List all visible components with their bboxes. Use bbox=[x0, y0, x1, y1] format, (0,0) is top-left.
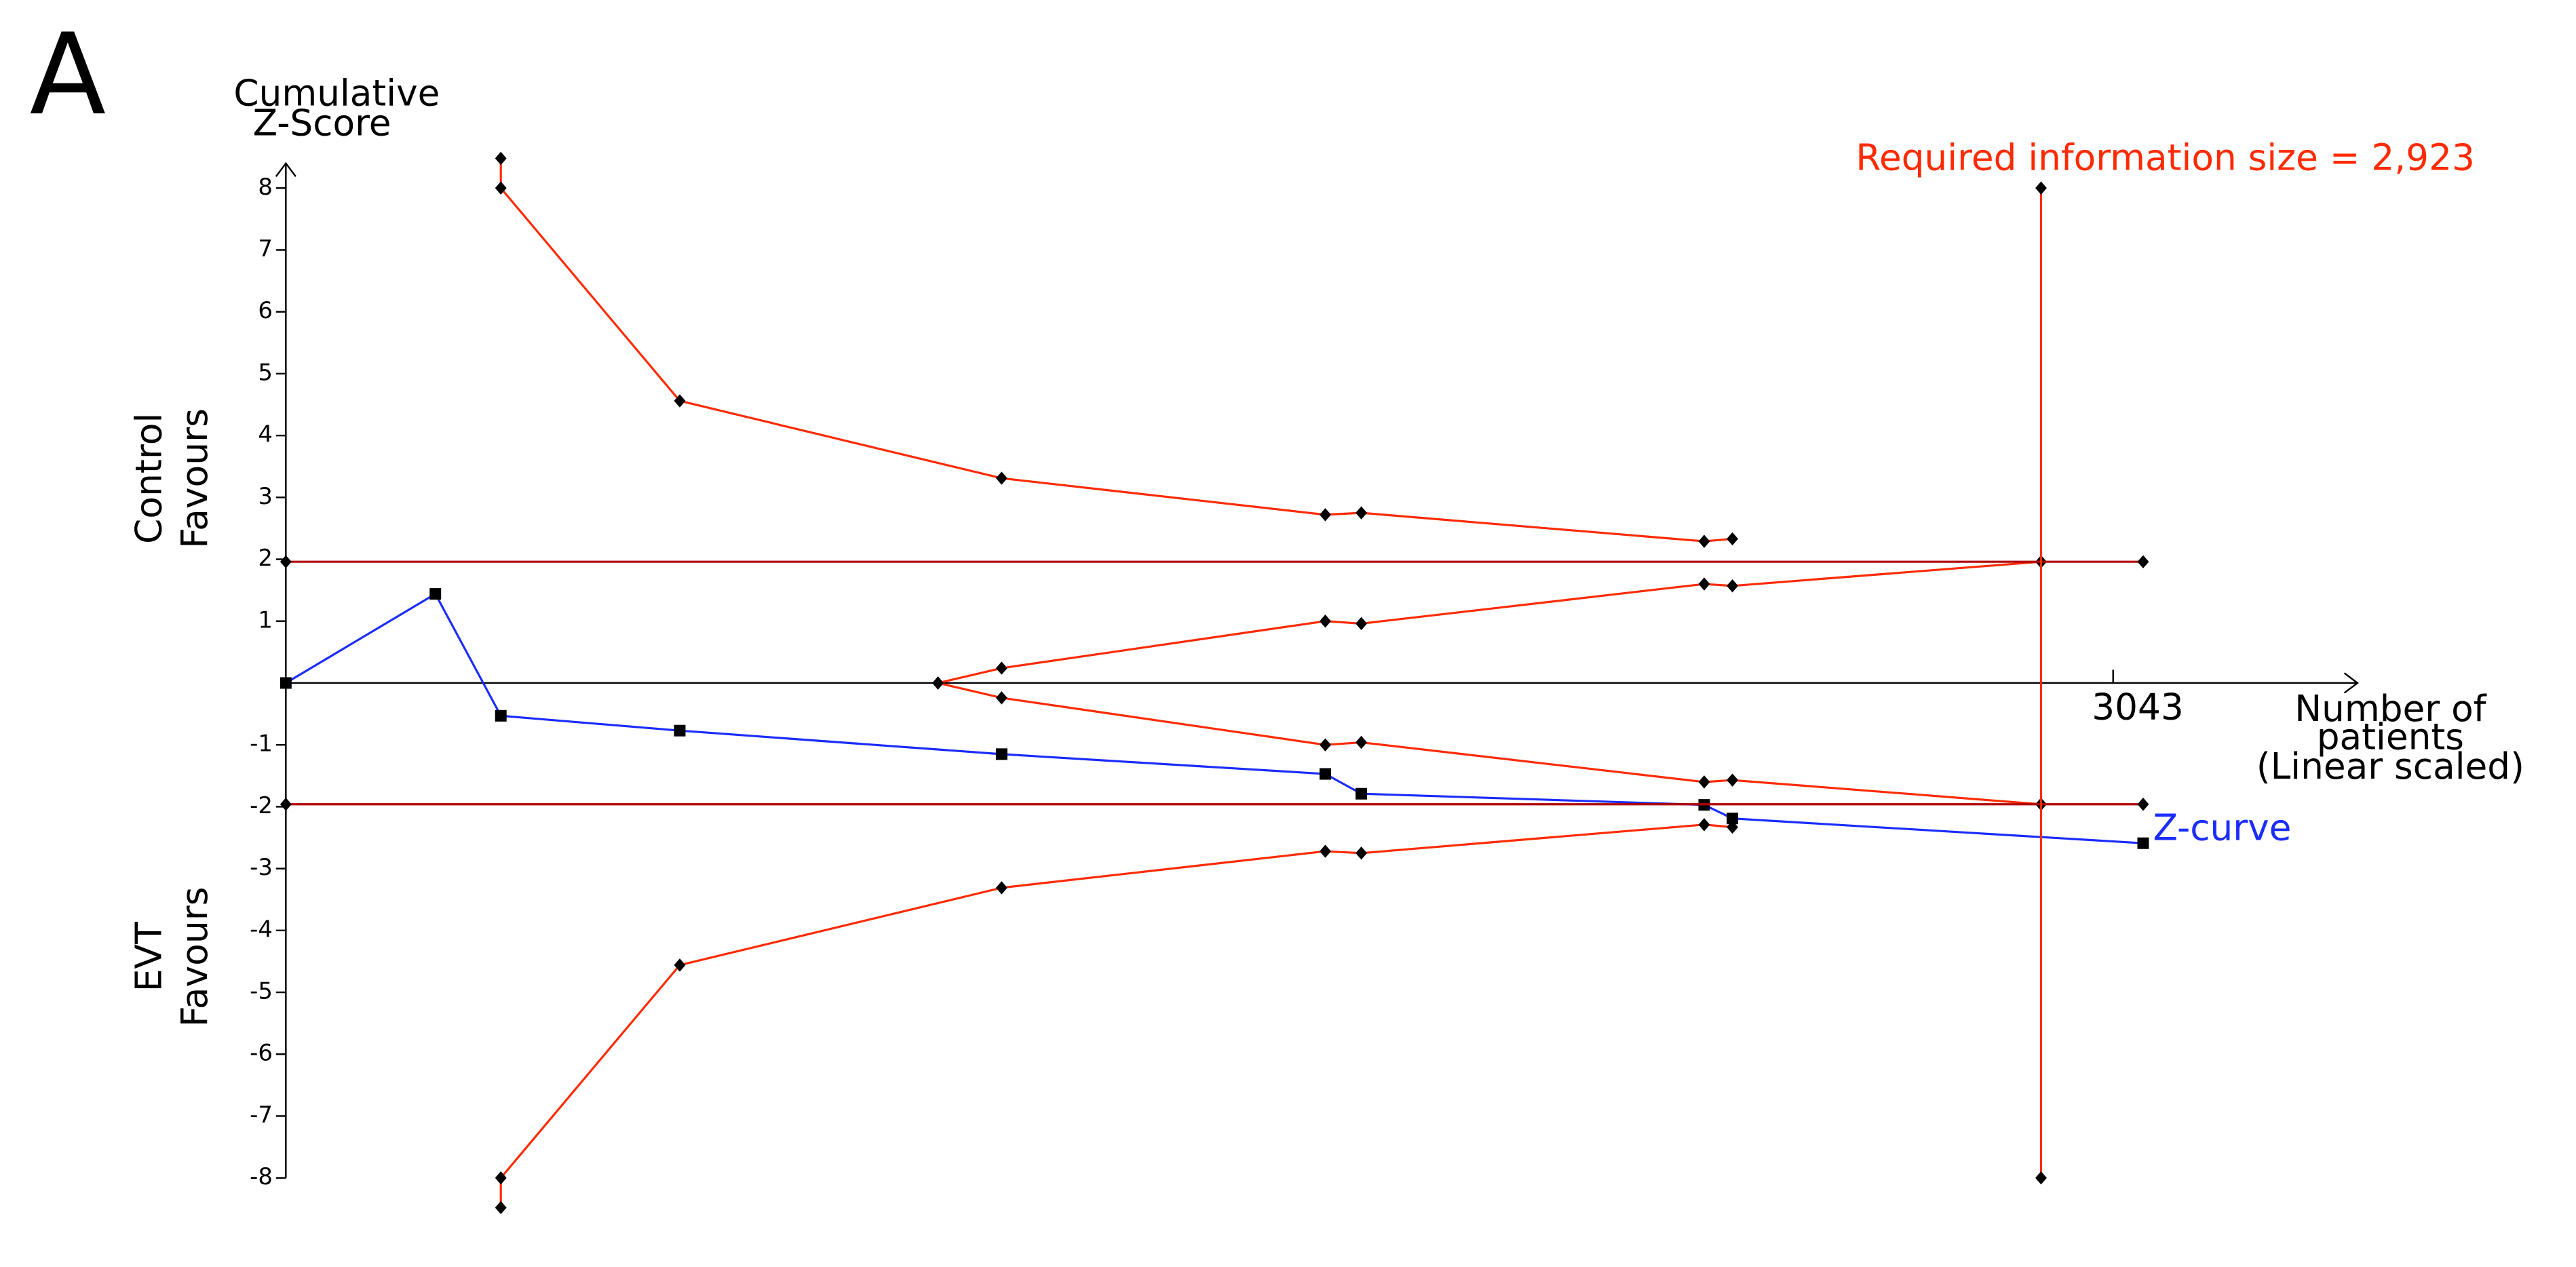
marker bbox=[1698, 534, 1710, 548]
y-tick-label: 5 bbox=[258, 359, 273, 386]
marker bbox=[495, 1171, 507, 1185]
marker bbox=[2137, 555, 2149, 568]
y-tick-label: 6 bbox=[258, 297, 273, 324]
y-tick-label: 7 bbox=[258, 235, 273, 262]
marker bbox=[495, 709, 507, 722]
y-tick-label: -2 bbox=[250, 792, 273, 819]
y-tick-label: -4 bbox=[250, 916, 273, 943]
marker bbox=[1319, 844, 1331, 858]
y-tick-label: -1 bbox=[250, 730, 273, 758]
marker bbox=[995, 471, 1007, 485]
marker bbox=[1356, 787, 1368, 800]
marker bbox=[674, 958, 686, 972]
region-label: EVT bbox=[128, 922, 170, 992]
y-tick-label: 1 bbox=[258, 606, 273, 634]
marker bbox=[995, 881, 1007, 895]
marker bbox=[2035, 181, 2047, 195]
marker bbox=[1319, 738, 1331, 752]
series-line bbox=[285, 592, 2144, 844]
y-tick-label: -3 bbox=[250, 854, 273, 881]
region-label: Control bbox=[128, 413, 170, 544]
x-axis-label: (Linear scaled) bbox=[2256, 745, 2524, 787]
marker bbox=[995, 661, 1007, 675]
marker bbox=[1319, 508, 1331, 522]
marker bbox=[1727, 773, 1739, 787]
y-tick-label: -8 bbox=[250, 1163, 273, 1190]
y-tick-label: -7 bbox=[250, 1102, 273, 1129]
marker bbox=[2035, 1171, 2047, 1185]
marker bbox=[1727, 813, 1739, 825]
x-tick-label: 3043 bbox=[2092, 685, 2184, 728]
marker bbox=[1319, 768, 1331, 780]
marker bbox=[1727, 820, 1739, 834]
series-line bbox=[499, 823, 1733, 1208]
y-tick-label: 8 bbox=[258, 174, 273, 201]
region-label: Favours bbox=[173, 886, 216, 1027]
marker bbox=[1698, 818, 1710, 832]
marker bbox=[1698, 577, 1710, 591]
marker bbox=[1356, 735, 1368, 749]
y-tick-label: 4 bbox=[258, 421, 273, 448]
marker bbox=[674, 724, 686, 737]
marker bbox=[2137, 798, 2149, 811]
marker bbox=[429, 588, 442, 600]
series-label: Z-curve bbox=[2153, 806, 2291, 849]
marker bbox=[280, 555, 292, 568]
marker bbox=[1727, 579, 1739, 593]
series-line bbox=[938, 682, 2041, 806]
marker bbox=[1727, 532, 1739, 546]
marker bbox=[495, 181, 507, 195]
series-line bbox=[938, 560, 2041, 684]
y-axis-label: Cumulative bbox=[233, 72, 440, 115]
marker bbox=[1698, 775, 1710, 789]
marker bbox=[1356, 506, 1368, 520]
marker bbox=[995, 691, 1007, 705]
marker bbox=[1356, 617, 1368, 631]
marker bbox=[1356, 846, 1368, 860]
marker bbox=[280, 677, 292, 689]
marker bbox=[2137, 837, 2149, 849]
annotation: Required information size = 2,923 bbox=[1856, 136, 2474, 178]
region-label: Favours bbox=[173, 408, 216, 549]
series-line bbox=[499, 158, 1733, 543]
marker bbox=[995, 748, 1007, 760]
x-axis-label: patients bbox=[2317, 715, 2464, 758]
y-axis-label: Z-Score bbox=[253, 101, 391, 144]
marker bbox=[932, 676, 944, 690]
y-tick-label: -6 bbox=[250, 1040, 273, 1067]
x-axis-label: Number of bbox=[2294, 687, 2486, 730]
marker bbox=[1319, 615, 1331, 628]
y-axis-arrow bbox=[275, 161, 296, 177]
y-tick-label: -5 bbox=[250, 977, 273, 1005]
y-tick-label: 3 bbox=[258, 483, 273, 510]
y-tick-label: 2 bbox=[258, 545, 273, 572]
marker bbox=[495, 151, 507, 165]
marker bbox=[280, 798, 292, 811]
panel-label: A bbox=[30, 9, 107, 140]
marker bbox=[495, 1201, 507, 1215]
x-axis-arrow bbox=[2343, 672, 2359, 694]
